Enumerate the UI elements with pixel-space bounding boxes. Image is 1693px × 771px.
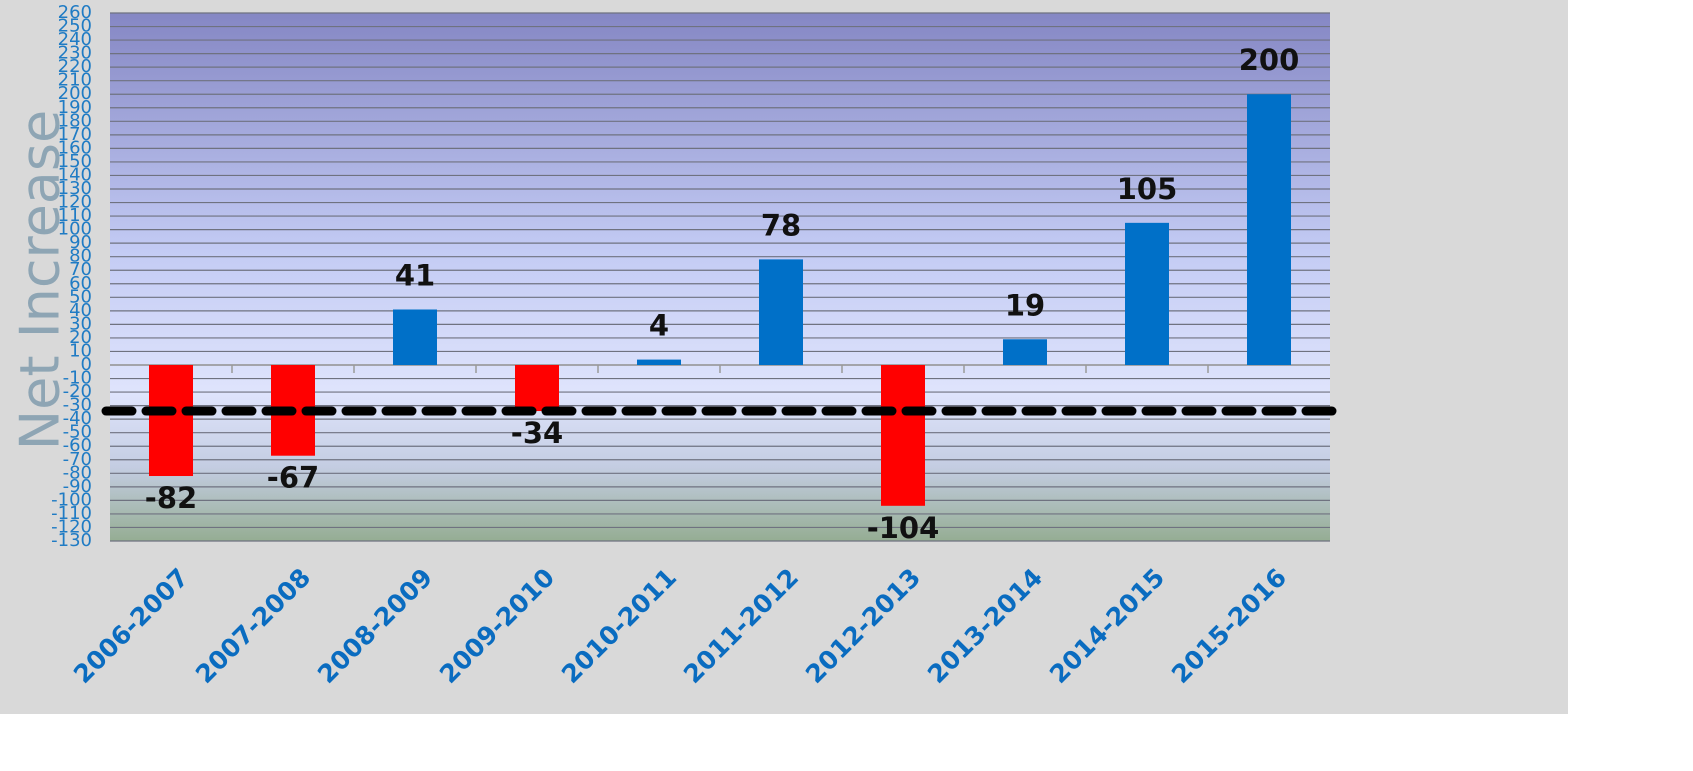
data-label: 19 [1005, 288, 1045, 322]
y-tick-label: -40 [63, 408, 92, 429]
y-tick-label: -30 [63, 395, 92, 416]
y-axis-label: Net Increase [9, 110, 72, 450]
bar [637, 359, 681, 365]
y-tick-label: -130 [51, 530, 92, 551]
y-tick-label: -100 [51, 489, 92, 510]
y-tick-label: 220 [58, 56, 92, 77]
data-label: -67 [267, 461, 319, 495]
y-tick-label: -20 [63, 381, 92, 402]
y-tick-label: 120 [58, 192, 92, 213]
y-tick-label: -80 [63, 462, 92, 483]
y-tick-label: 200 [58, 83, 92, 104]
y-tick-label: 80 [69, 246, 92, 267]
y-tick-label: -90 [63, 476, 92, 497]
data-label: 41 [395, 258, 435, 292]
y-tick-label: 40 [69, 300, 92, 321]
y-tick-label: -70 [63, 449, 92, 470]
y-tick-label: 110 [58, 205, 92, 226]
y-tick-label: 90 [69, 232, 92, 253]
y-tick-label: 190 [58, 97, 92, 118]
y-tick-label: 20 [69, 327, 92, 348]
y-tick-label: 130 [58, 178, 92, 199]
bar [515, 365, 559, 412]
y-tick-label: 230 [58, 43, 92, 64]
y-tick-label: 150 [58, 151, 92, 172]
y-tick-label: 140 [58, 164, 92, 185]
y-tick-label: -60 [63, 435, 92, 456]
y-tick-label: -10 [63, 368, 92, 389]
y-tick-label: 210 [58, 70, 92, 91]
y-tick-label: 70 [69, 259, 92, 280]
data-label: -34 [511, 416, 563, 450]
bar [1125, 222, 1169, 365]
bar [1003, 339, 1047, 365]
data-label: 4 [649, 309, 669, 343]
y-tick-label: 30 [69, 313, 92, 334]
y-tick-label: 240 [58, 29, 92, 50]
y-tick-label: 60 [69, 273, 92, 294]
y-tick-label: 100 [58, 219, 92, 240]
y-tick-label: 260 [58, 2, 92, 23]
bar [881, 365, 925, 506]
data-label: 200 [1239, 43, 1300, 77]
bar [393, 309, 437, 365]
y-tick-label: 160 [58, 137, 92, 158]
y-tick-label: -50 [63, 422, 92, 443]
y-tick-label: 250 [58, 16, 92, 37]
data-label: 105 [1117, 172, 1178, 206]
y-tick-label: 50 [69, 286, 92, 307]
bar [149, 365, 193, 477]
y-tick-label: 170 [58, 124, 92, 145]
data-label: 78 [761, 208, 801, 242]
bar [759, 259, 803, 365]
y-tick-label: 180 [58, 110, 92, 131]
y-tick-label: -120 [51, 516, 92, 537]
y-tick-label: 0 [81, 354, 92, 375]
data-label: -82 [145, 481, 197, 515]
data-label: -104 [867, 511, 940, 545]
bar [1247, 94, 1291, 365]
y-tick-label: 10 [69, 340, 92, 361]
y-tick-label: -110 [51, 503, 92, 524]
